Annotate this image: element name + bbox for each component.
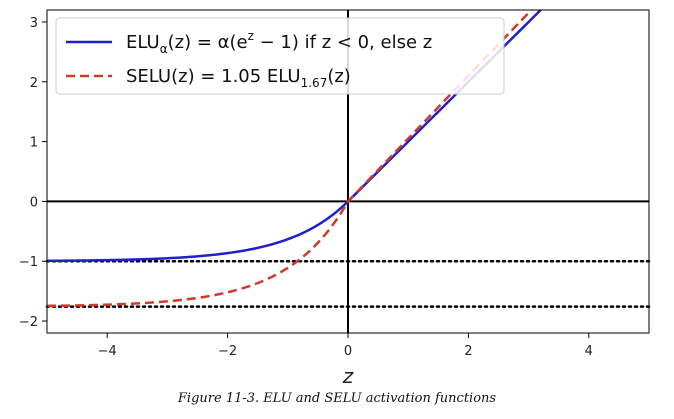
x-tick-label: 0 — [344, 344, 352, 359]
x-axis-ticks: −4 −2 0 2 4 — [98, 333, 593, 359]
y-tick-label: −1 — [19, 255, 38, 270]
x-tick-label: −2 — [218, 344, 237, 359]
x-tick-label: 2 — [464, 344, 472, 359]
legend: ELUα(z) = α(ez − 1) if z < 0, else z SEL… — [55, 17, 505, 95]
y-tick-label: −2 — [19, 315, 38, 330]
figure-caption: Figure 11-3. ELU and SELU activation fun… — [177, 391, 497, 406]
y-axis-ticks: −2 −1 0 1 2 3 — [19, 16, 47, 330]
x-axis-label: z — [342, 364, 354, 388]
x-tick-label: −4 — [98, 344, 117, 359]
y-tick-label: 2 — [30, 76, 38, 91]
y-tick-label: 3 — [30, 16, 38, 31]
selu-curve — [47, 10, 534, 308]
legend-box — [55, 17, 505, 95]
legend-label-selu: SELU(z) = 1.05 ELU1.67(z) — [126, 66, 351, 90]
x-tick-label: 4 — [585, 344, 593, 359]
y-tick-label: 0 — [30, 195, 38, 210]
y-tick-label: 1 — [30, 136, 38, 151]
legend-label-elu: ELUα(z) = α(ez − 1) if z < 0, else z — [126, 29, 432, 56]
